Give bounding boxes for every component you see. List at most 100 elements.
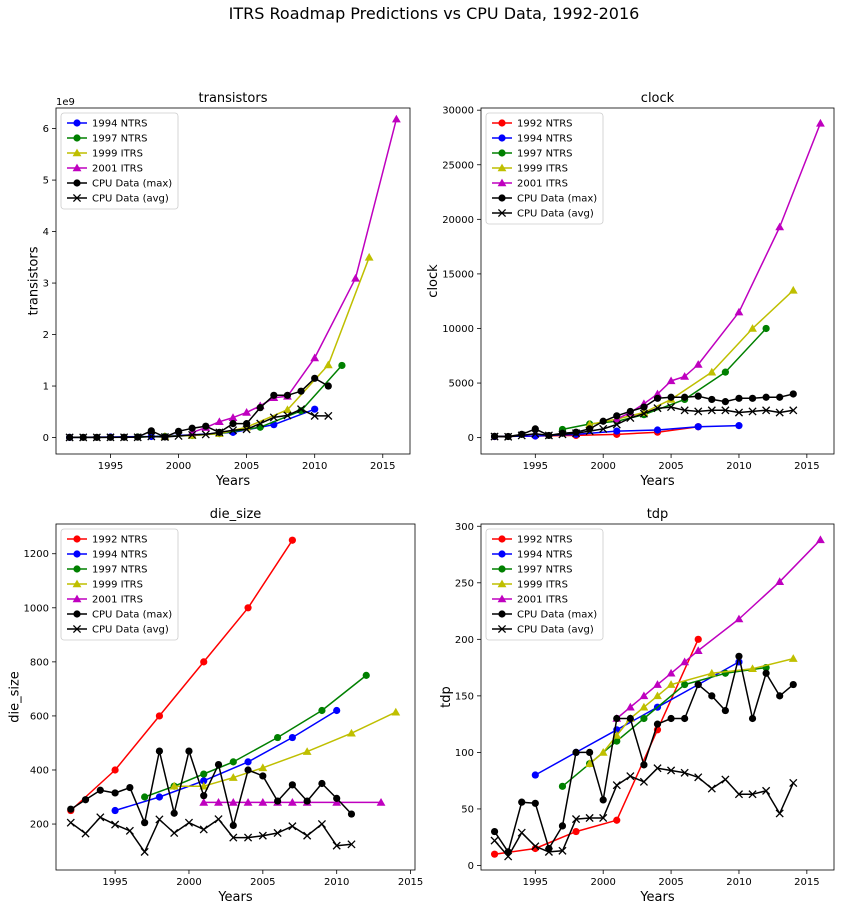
data-point: [558, 430, 567, 439]
data-point: [775, 408, 784, 417]
series-1994-ntrs: [111, 706, 341, 815]
data-point: [613, 714, 621, 723]
y-tick-label: 6: [43, 124, 49, 135]
x-marker-stroke: [694, 407, 703, 416]
data-point: [694, 392, 702, 400]
legend-marker: [73, 119, 81, 127]
legend-marker: [72, 579, 82, 588]
legend-marker: [73, 179, 81, 187]
data-point: [666, 668, 676, 677]
y-tick-label: 600: [30, 711, 49, 722]
legend-marker: [73, 535, 81, 543]
data-point: [228, 798, 238, 806]
data-point: [229, 420, 237, 428]
y-tick-label: 4: [43, 227, 49, 238]
series-line: [616, 123, 822, 420]
data-point: [258, 798, 268, 806]
data-point: [258, 831, 267, 840]
data-point: [681, 393, 689, 401]
data-point: [693, 360, 703, 368]
data-point: [734, 408, 744, 417]
x-marker-stroke: [721, 775, 730, 784]
data-point: [613, 816, 621, 824]
legend-label: 1994 NTRS: [92, 550, 148, 561]
data-point: [517, 431, 526, 440]
series-cpu-data-avg-: [490, 764, 798, 861]
data-point: [310, 411, 319, 420]
data-point: [229, 821, 237, 829]
data-point: [694, 773, 703, 782]
x-marker-stroke: [256, 419, 265, 428]
legend-marker: [498, 550, 506, 558]
data-point: [338, 361, 346, 370]
legend-entry: 1992 NTRS: [492, 535, 573, 546]
data-point: [734, 307, 744, 316]
x-marker-stroke: [201, 430, 210, 439]
legend-marker: [498, 535, 506, 543]
data-point: [680, 406, 689, 415]
x-tick-label: 2005: [658, 877, 683, 888]
data-point: [229, 833, 238, 842]
legend-label: 2001 ITRS: [517, 179, 568, 190]
data-point: [332, 841, 341, 850]
x-marker-stroke: [707, 406, 716, 415]
data-point: [273, 828, 282, 838]
legend-label: 1997 NTRS: [517, 565, 573, 576]
x-marker-stroke: [243, 833, 253, 842]
data-point: [200, 792, 208, 800]
legend-entry: CPU Data (avg): [67, 625, 169, 636]
data-point: [155, 712, 164, 720]
x-marker-stroke: [707, 784, 716, 793]
data-point: [288, 733, 296, 742]
y-axis-label: tdp: [439, 686, 454, 708]
data-point: [147, 427, 155, 435]
data-point: [653, 764, 662, 773]
legend-entry: 1994 NTRS: [67, 550, 148, 561]
x-tick-label: 2005: [658, 461, 683, 472]
data-point: [243, 420, 251, 428]
data-point: [626, 407, 634, 416]
x-marker-stroke: [324, 411, 333, 420]
y-axis-label: transistors: [27, 246, 42, 315]
y-tick-label: 1: [43, 382, 49, 393]
data-point: [141, 819, 149, 827]
data-point: [681, 680, 689, 689]
legend-label: CPU Data (max): [517, 610, 597, 621]
axes-frame: [55, 523, 416, 871]
legend-entry: 1997 NTRS: [67, 565, 148, 576]
x-marker-stroke: [174, 431, 183, 441]
legend-label: CPU Data (avg): [92, 194, 169, 205]
data-point: [639, 691, 649, 700]
data-point: [147, 432, 156, 441]
data-point: [351, 273, 360, 282]
x-marker-stroke: [626, 413, 635, 423]
x-marker-stroke: [517, 828, 526, 837]
x-marker-stroke: [775, 408, 784, 417]
data-point: [66, 818, 75, 827]
legend-label: 2001 ITRS: [517, 595, 568, 606]
data-point: [318, 779, 326, 788]
data-point: [111, 766, 119, 774]
x-marker-stroke: [639, 409, 648, 418]
data-point: [531, 799, 539, 807]
data-point: [125, 826, 134, 835]
series-cpu-data-avg-: [65, 405, 333, 442]
x-marker-stroke: [332, 841, 341, 850]
data-point: [140, 847, 149, 856]
data-point: [626, 714, 634, 723]
legend-marker: [72, 624, 82, 634]
legend-label: 1994 NTRS: [517, 134, 573, 145]
data-point: [96, 813, 105, 822]
y-tick-label: 800: [30, 657, 49, 668]
data-point: [748, 394, 757, 402]
data-point: [297, 387, 305, 395]
legend: 1994 NTRS 1997 NTRS 1999 ITRS 2001 ITRS CPU …: [60, 112, 179, 210]
x-marker-stroke: [531, 429, 540, 438]
data-point: [667, 393, 675, 401]
x-marker-stroke: [558, 846, 567, 855]
legend-label: CPU Data (max): [517, 194, 597, 205]
data-point: [297, 407, 305, 415]
x-tick-label: 2015: [398, 877, 423, 888]
x-tick-label: 2005: [234, 461, 259, 472]
